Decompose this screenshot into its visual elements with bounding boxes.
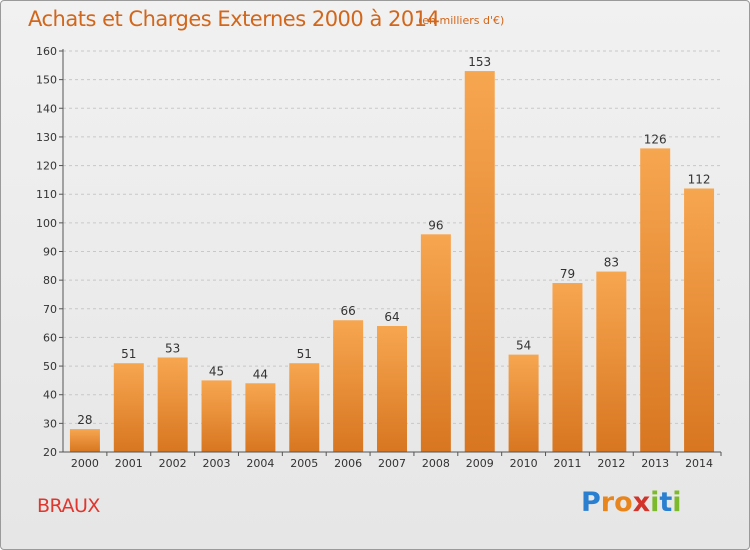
bar — [596, 271, 627, 452]
y-tick-label: 70 — [43, 303, 57, 316]
bar — [289, 363, 320, 452]
bar — [640, 148, 671, 452]
bar-value-label: 51 — [297, 347, 312, 361]
y-tick-label: 80 — [43, 274, 57, 287]
bar — [508, 354, 539, 452]
bar-value-label: 51 — [121, 347, 136, 361]
axes — [59, 49, 722, 456]
y-tick-label: 160 — [36, 45, 57, 58]
x-tick-label: 2000 — [71, 457, 99, 470]
x-tick-label: 2014 — [685, 457, 713, 470]
place-name: BRAUX — [37, 495, 100, 517]
bar — [157, 357, 188, 452]
bar-value-label: 45 — [209, 364, 224, 378]
bar — [552, 283, 583, 452]
chart-unit: (en milliers d'€) — [418, 14, 505, 27]
y-tick-label: 30 — [43, 417, 57, 430]
logo-letter: t — [659, 487, 673, 518]
y-tick-label: 110 — [36, 188, 57, 201]
bar-value-label: 79 — [560, 267, 575, 281]
bar-value-label: 112 — [688, 172, 711, 186]
x-tick-label: 2007 — [378, 457, 406, 470]
chart-title: Achats et Charges Externes 2000 à 2014 — [28, 7, 440, 31]
bar — [201, 380, 232, 452]
x-tick-label: 2005 — [290, 457, 318, 470]
x-tick-label: 2002 — [159, 457, 187, 470]
bar-value-label: 83 — [604, 256, 619, 270]
logo-letter: r — [600, 487, 615, 518]
bar-value-label: 28 — [77, 413, 92, 427]
x-tick-label: 2004 — [246, 457, 274, 470]
bar — [69, 429, 100, 452]
labels: 20 30 40 50 60 70 80 90 100 110 120 130 140 150 160 28 2… — [36, 45, 713, 470]
bar-value-label: 53 — [165, 341, 180, 355]
bar — [377, 325, 407, 452]
y-tick-label: 120 — [36, 160, 57, 173]
bar — [113, 363, 144, 452]
x-tick-label: 2001 — [115, 457, 143, 470]
y-tick-label: 60 — [43, 331, 57, 344]
x-tick-label: 2010 — [510, 457, 538, 470]
y-tick-label: 20 — [43, 446, 57, 459]
x-tick-label: 2013 — [641, 457, 669, 470]
y-tick-label: 90 — [43, 246, 57, 259]
x-tick-label: 2012 — [597, 457, 625, 470]
bar — [420, 234, 451, 452]
x-tick-label: 2006 — [334, 457, 362, 470]
x-tick-label: 2009 — [466, 457, 494, 470]
bar — [464, 71, 495, 453]
bar-value-label: 44 — [253, 367, 268, 381]
bar-value-label: 54 — [516, 339, 531, 353]
y-tick-label: 150 — [36, 74, 57, 87]
bar-value-label: 153 — [468, 55, 491, 69]
logo-letter: P — [581, 487, 601, 518]
logo-letter: i — [650, 487, 660, 518]
x-tick-label: 2008 — [422, 457, 450, 470]
bar-value-label: 64 — [384, 310, 399, 324]
logo-letter: o — [614, 487, 633, 518]
y-tick-label: 40 — [43, 389, 57, 402]
y-tick-label: 100 — [36, 217, 57, 230]
bar-value-label: 96 — [428, 218, 443, 232]
logo-letter: x — [632, 487, 651, 518]
y-tick-label: 50 — [43, 360, 57, 373]
y-tick-label: 140 — [36, 102, 57, 115]
bar-value-label: 66 — [340, 304, 355, 318]
bar — [684, 188, 715, 452]
x-tick-label: 2003 — [203, 457, 231, 470]
x-tick-label: 2011 — [553, 457, 581, 470]
bar — [245, 383, 276, 452]
y-tick-label: 130 — [36, 131, 57, 144]
bar-value-label: 126 — [644, 132, 667, 146]
bars — [69, 71, 715, 453]
logo-letter: i — [672, 487, 682, 518]
proxiti-logo: Proxiti — [581, 487, 682, 518]
bar — [333, 320, 364, 452]
